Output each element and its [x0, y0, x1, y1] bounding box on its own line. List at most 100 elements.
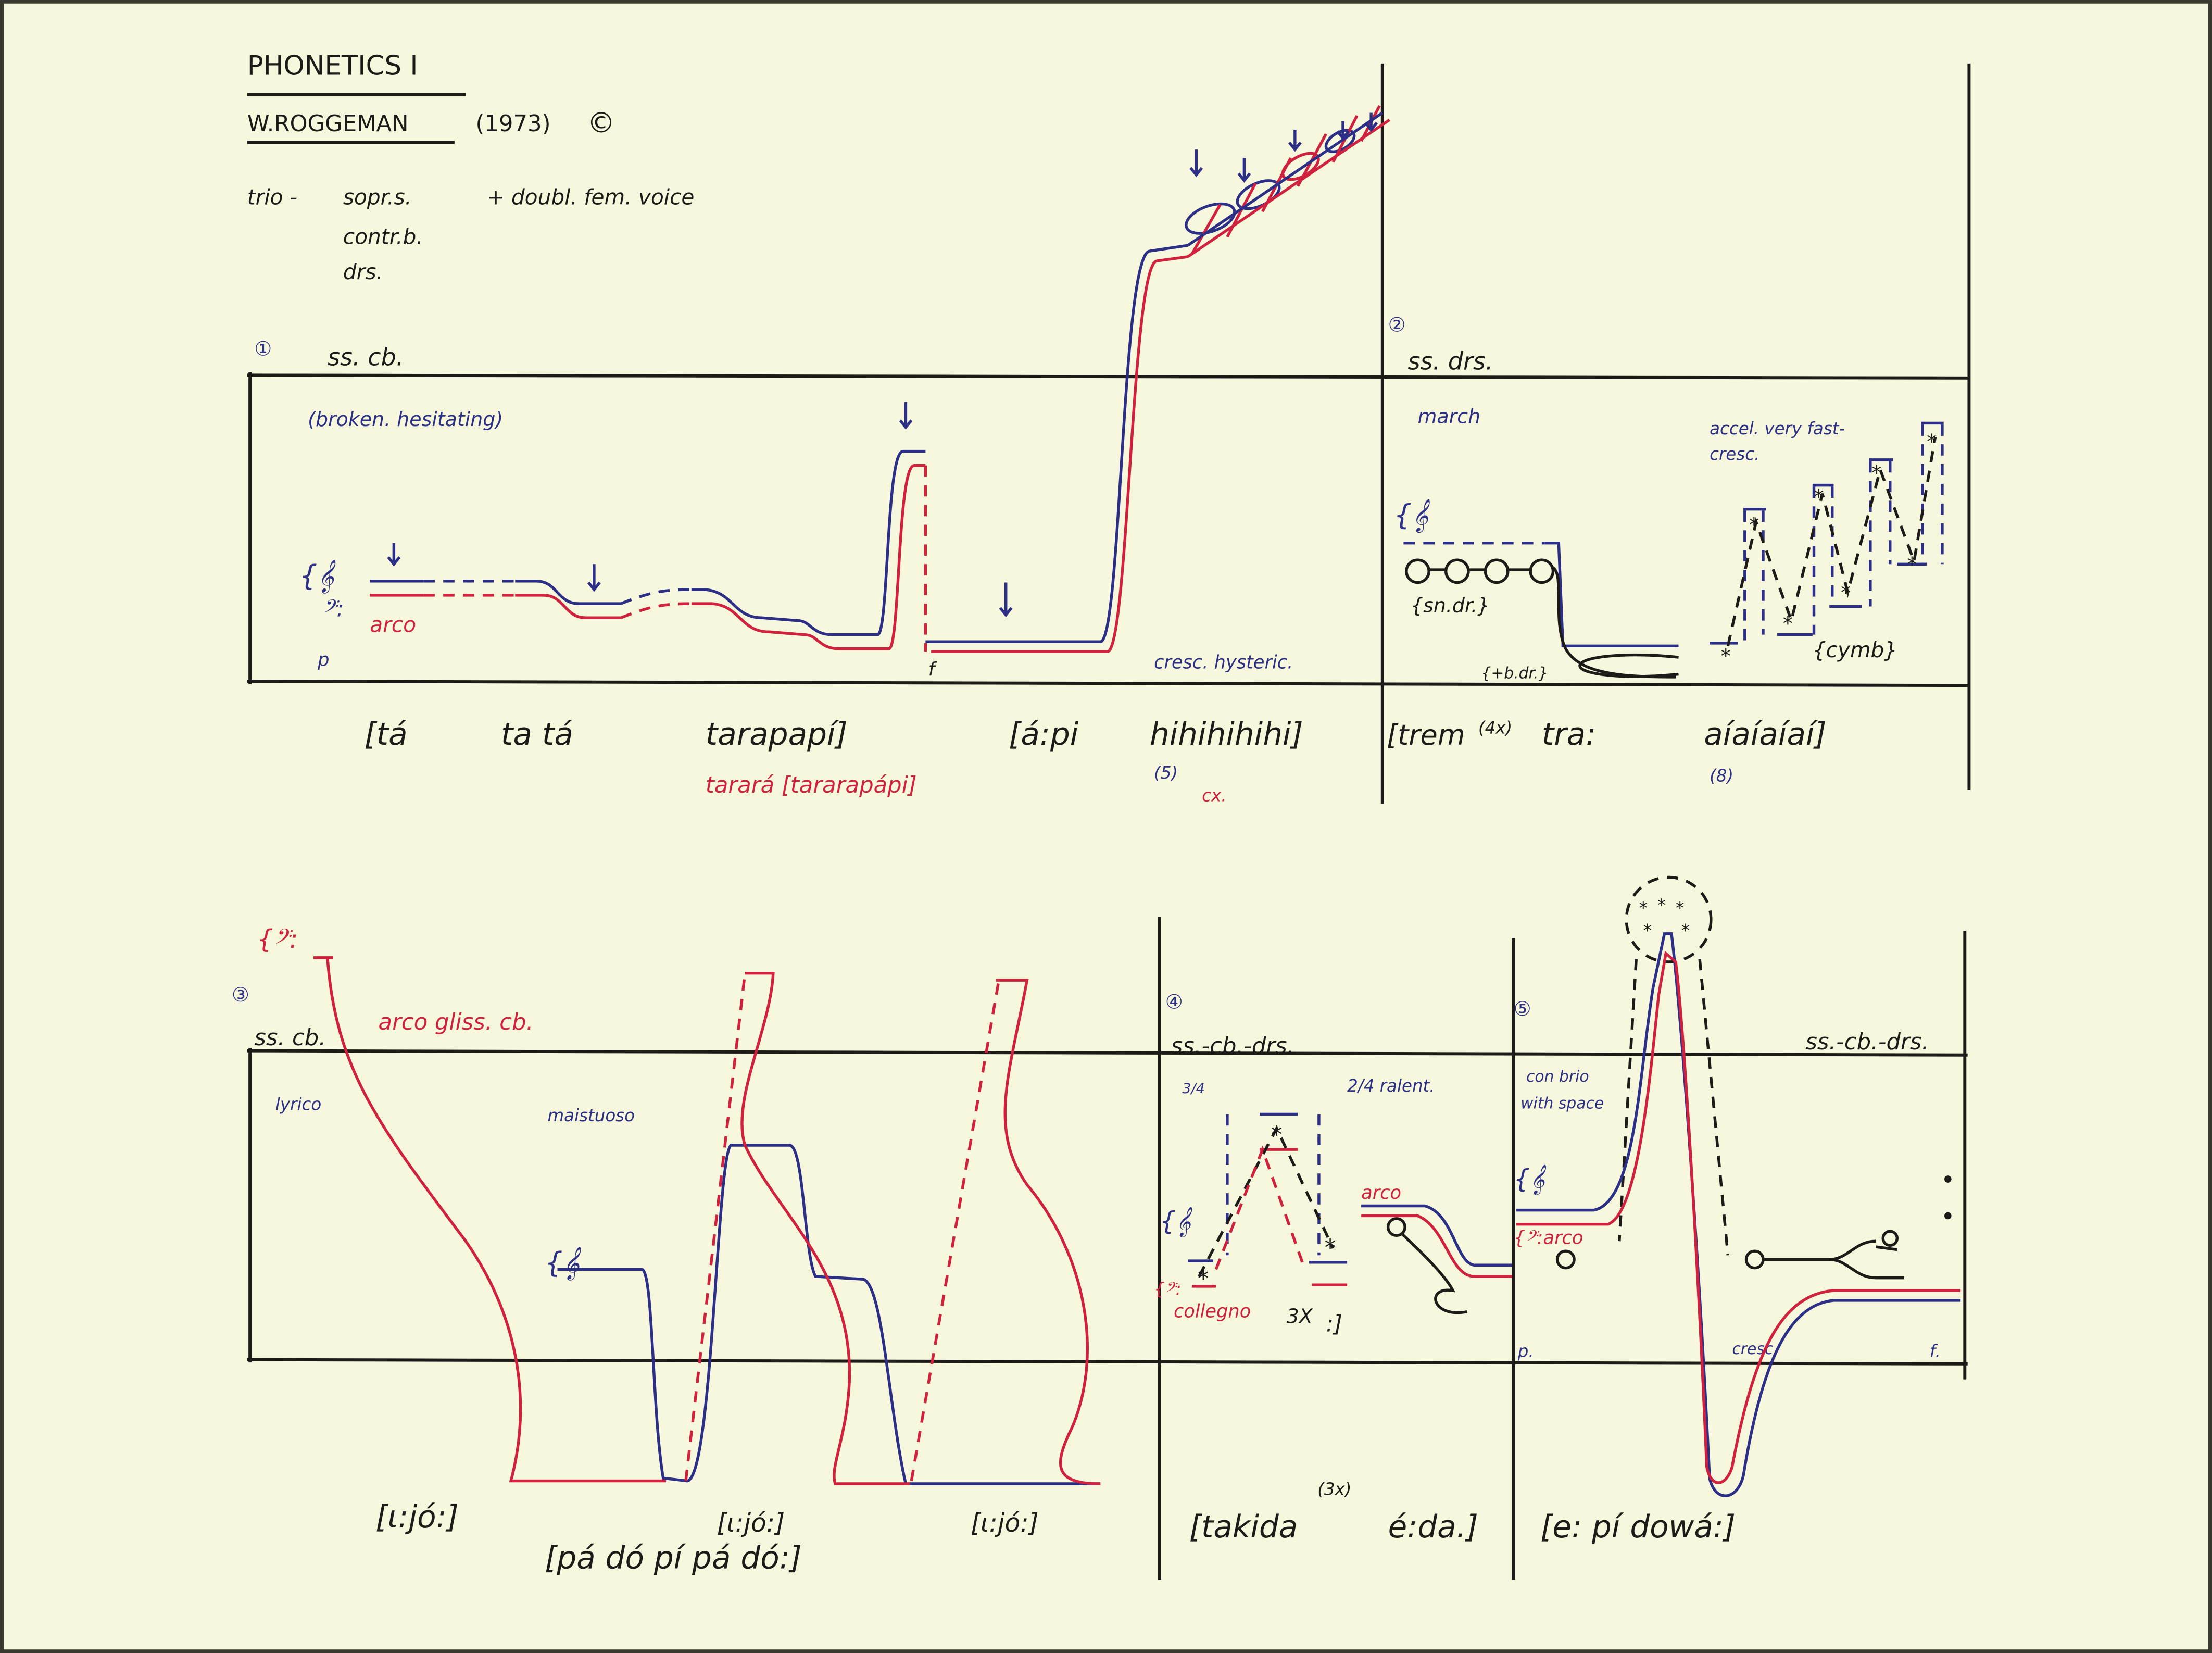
svg-text:*: * — [1198, 1266, 1209, 1292]
svg-text:*: * — [1657, 895, 1666, 915]
section-5-number: ⑤ — [1514, 997, 1531, 1020]
svg-text:*: * — [1907, 553, 1917, 576]
blue-line-1 — [370, 244, 1188, 643]
section-5-instruments: ss.-cb.-drs. — [1805, 1029, 1929, 1055]
copyright-mark: © — [587, 107, 615, 140]
svg-text:*: * — [1681, 921, 1690, 941]
march-label: march — [1418, 405, 1481, 428]
arco-blue-line — [1361, 1204, 1512, 1267]
dynamic-p: p — [317, 649, 329, 670]
bass-arco-label: {𝄢:arco — [1514, 1228, 1583, 1249]
phonetic: [ι:jó:] — [971, 1509, 1039, 1538]
svg-text:*: * — [1814, 485, 1824, 508]
dynamic-f: f. — [1930, 1341, 1941, 1361]
svg-text:*: * — [1271, 1122, 1283, 1148]
red-gliss-3 — [996, 979, 1101, 1485]
cluster-circle — [1625, 875, 1713, 963]
section-1-number: ① — [254, 337, 272, 360]
drum-head-circle-icon — [1555, 1230, 1904, 1280]
rising-loops — [1185, 105, 1390, 258]
arco-gliss-label: arco gliss. cb. — [379, 1009, 534, 1035]
dynamic-p: p. — [1517, 1341, 1534, 1361]
red-spike — [1516, 950, 1961, 1484]
red-dashed-gliss — [684, 973, 1000, 1482]
section-1-direction: (broken. hesitating) — [308, 408, 503, 431]
svg-text:*: * — [1841, 581, 1851, 604]
treble-clef: {𝄞 — [1393, 498, 1429, 533]
instr-contrabass: contr.b. — [343, 224, 423, 249]
cresc-label: cresc. hysteric. — [1154, 652, 1293, 673]
blue-dashed-1 — [423, 580, 692, 605]
red-line-1 — [370, 255, 1188, 653]
asterisk-icon: * * * * * — [1639, 895, 1690, 941]
treble-clef: {𝄞 — [299, 559, 335, 594]
cresc-label: cresc. — [1710, 444, 1759, 464]
phonetic: [e: pí dowá:] — [1540, 1509, 1736, 1545]
svg-text:*: * — [1721, 645, 1731, 668]
down-arrow-icon — [387, 112, 1378, 618]
instr-trio: trio - — [247, 185, 297, 210]
red-phonetic: tarará [tararapápi] — [706, 772, 917, 798]
svg-text:*: * — [1783, 612, 1793, 635]
arco-label: arco — [1361, 1182, 1401, 1204]
accel-label: accel. very fast- — [1710, 419, 1845, 439]
phonetic: tra: — [1542, 717, 1596, 753]
phonetic: [takida — [1189, 1509, 1298, 1545]
header: PHONETICS I W.ROGGEMAN (1973) © trio - s… — [247, 51, 694, 284]
svg-text:*: * — [1872, 461, 1882, 484]
section-4-instruments: ss.-cb.-drs. — [1171, 1033, 1294, 1059]
repeat-3x: 3X — [1287, 1305, 1313, 1328]
svg-text:*: * — [1639, 898, 1648, 918]
svg-text:*: * — [1643, 921, 1652, 941]
repeat-count: (8) — [1710, 766, 1733, 785]
title: PHONETICS I — [247, 51, 418, 82]
svg-text:*: * — [1676, 898, 1684, 918]
phonetic: [tá — [364, 717, 407, 753]
section-3-number: ③ — [232, 983, 249, 1006]
maestoso-label: maistuoso — [548, 1106, 635, 1125]
bottom-phonetics: [ι:jó:] [ι:jó:] [ι:jó:] [pá dó pí pá dó:… — [375, 1480, 1736, 1576]
phonetic-count: (3x) — [1317, 1480, 1351, 1499]
asterisk-icon: * * * * * * * * — [1721, 430, 1937, 668]
arco-label: arco — [370, 612, 416, 637]
instr-soprano-sax: sopr.s. — [343, 185, 412, 210]
cymbal-zigzag: * * * * * * * * — [1710, 421, 1944, 668]
treble-clef: {𝄞 — [545, 1246, 581, 1281]
bass-clef: {𝄢: — [1154, 1279, 1182, 1299]
march-drop — [1544, 541, 1679, 648]
red-note: cx. — [1202, 785, 1226, 805]
meter-ralent: 2/4 ralent. — [1347, 1076, 1435, 1096]
svg-text:*: * — [1749, 514, 1759, 536]
treble-clef: {𝄞 — [1514, 1164, 1547, 1195]
section-4: ④ ss.-cb.-drs. 3/4 2/4 ralent. {𝄞 {𝄢: co… — [1154, 990, 1512, 1337]
phonetic: [ι:jó:] — [375, 1499, 459, 1535]
phonetic: ta tá — [501, 717, 573, 753]
repeat-count: (5) — [1154, 763, 1178, 783]
treble-clef: {𝄞 — [1160, 1207, 1192, 1238]
phonetic: tarapapí] — [706, 717, 848, 753]
phonetic: hihihihihi] — [1150, 717, 1303, 753]
snare-drum-label: {sn.dr.} — [1411, 594, 1490, 617]
phonetic: aíaíaíaí] — [1704, 717, 1827, 753]
top-phonetics: [tá ta tá tarapapí] [á:pi hihihihihi] ta… — [364, 717, 1826, 805]
bottom-system-frame — [247, 917, 1968, 1580]
instr-drums: drs. — [343, 259, 383, 284]
top-system-frame — [247, 63, 1971, 804]
drum-head-circle-icon — [1386, 1217, 1467, 1314]
bass-clef: {𝄢: — [257, 925, 298, 954]
section-3: {𝄢: ③ ss. cb. arco gliss. cb. lyrico mai… — [232, 925, 1101, 1485]
with-space-label: with space — [1520, 1095, 1604, 1113]
cymbal-label: {cymb} — [1813, 637, 1897, 662]
red-gliss-1 — [313, 956, 667, 1483]
red-gliss-2 — [740, 971, 910, 1485]
con-brio-label: con brio — [1526, 1068, 1589, 1086]
section-2: ② ss. drs. march {𝄞 {sn.dr.} {+b.dr.} ac… — [1388, 313, 1944, 683]
section-2-number: ② — [1388, 313, 1406, 336]
section-3-instruments: ss. cb. — [254, 1025, 326, 1051]
red-dashed-1 — [423, 465, 927, 652]
instr-extra-voice: + doubl. fem. voice — [487, 185, 694, 210]
repeat-sign: :] — [1326, 1311, 1342, 1337]
section-1-instruments: ss. cb. — [328, 343, 404, 371]
